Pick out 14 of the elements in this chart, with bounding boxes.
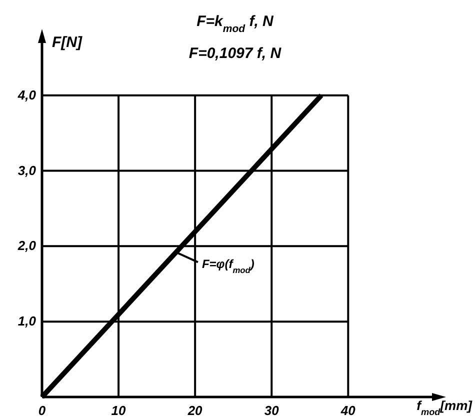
x-tick-label: 0 — [38, 403, 46, 418]
text: F=0,1097 f, N — [188, 45, 282, 62]
x-axis-title: f$_{mod}$[mm] — [416, 398, 473, 417]
annotation: F=φ(f$_{mod}$) — [202, 257, 254, 276]
y-tick-label: 4,0 — [16, 87, 37, 102]
chart-title: F=k$_{mod}$ f, N — [196, 13, 275, 35]
x-tick-label: 20 — [186, 403, 204, 418]
x-tick-label: 30 — [264, 403, 280, 418]
y-tick-label: 3,0 — [18, 162, 37, 178]
x-tick-label: 40 — [340, 403, 356, 418]
y-tick-label: 1,0 — [18, 314, 37, 329]
x-tick-label: 10 — [111, 403, 127, 418]
y-axis-title: F[N] — [52, 34, 83, 51]
y-tick-label: 2,0 — [16, 238, 37, 254]
